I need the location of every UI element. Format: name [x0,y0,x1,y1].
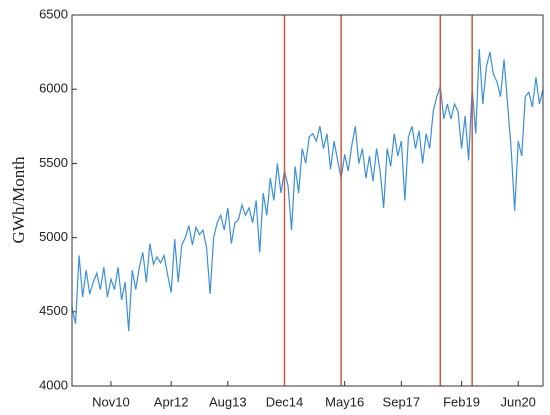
x-tick-label: Sep17 [383,394,421,409]
x-tick-label: Dec14 [266,394,304,409]
plot-frame [71,14,544,387]
y-tick-label: 6000 [39,81,68,96]
x-tick-label: Aug13 [209,394,247,409]
y-tick-label: 6500 [39,6,68,21]
x-tick-label: Apr12 [154,394,189,409]
y-axis-label: GWh/Month [9,156,28,243]
y-tick-label: 5000 [39,229,68,244]
y-tick-label: 4000 [39,377,68,392]
x-tick-label: Jun20 [500,394,535,409]
x-tick-label: May16 [325,394,364,409]
data-line [71,49,544,332]
x-tick-label: Feb19 [443,394,480,409]
y-tick-label: 4500 [39,303,68,318]
x-tick-label: Nov10 [92,394,130,409]
y-tick-label: 5500 [39,155,68,170]
